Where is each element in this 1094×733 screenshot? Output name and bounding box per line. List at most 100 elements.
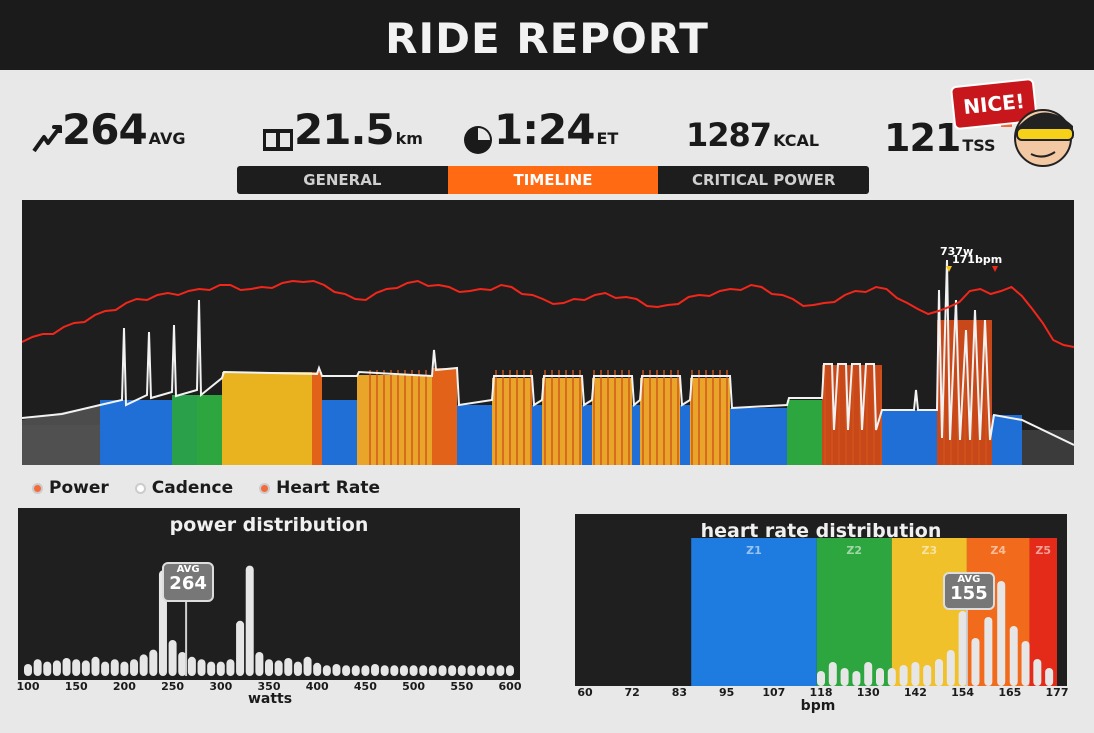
timeline-zone-segment [100,400,172,465]
power-distribution-bar [419,665,428,676]
power-distribution-bar [187,656,196,676]
heart-rate-distribution-ticks: 60 72 83 95 107 118 130 142 154 165 177 [575,686,1068,702]
timeline-power-base [22,405,100,465]
timeline-zone-stripe [607,370,609,465]
timeline-zone-stripe [411,370,413,465]
heart-rate-zone-label: Z5 [1035,544,1051,557]
power-distribution-bar [390,665,399,676]
heart-rate-tick-label: 154 [951,686,975,699]
timeline-zone-segment [690,378,730,465]
timeline-zone-stripe [845,370,847,465]
heart-rate-distribution-bar [899,665,908,686]
power-distribution-bar [101,661,110,676]
timeline-zone-segment [640,378,680,465]
timeline-zone-stripe [558,370,560,465]
legend-power[interactable]: Power [32,478,109,498]
heart-rate-tick-label: 60 [577,686,593,699]
page-title: RIDE REPORT [385,14,709,63]
power-distribution-bar [313,662,322,676]
timeline-zone-stripe [985,370,987,465]
heart-rate-tick-label: 177 [1045,686,1069,699]
legend-cadence[interactable]: Cadence [134,478,234,498]
timeline-zone-stripe [621,370,623,465]
timeline-zone-segment [632,405,640,465]
power-tick-label: 200 [112,680,136,693]
heart-rate-distribution-chart: Z1 Z2 Z3 Z4 Z5 heart rate distribution AVG 1… [575,514,1067,686]
heart-rate-distribution-bar [840,668,849,686]
timeline-zone-segment [592,378,632,465]
timeline-zone-stripe [425,370,427,465]
power-distribution-bar [496,665,505,676]
timeline-zone-stripe [943,370,945,465]
timeline-zone-stripe [495,370,497,465]
timeline-zone-segment [787,400,822,465]
power-tick-label: 450 [353,680,377,693]
legend-heart-rate[interactable]: Heart Rate [259,478,380,498]
legend-cadence-label: Cadence [151,478,234,498]
power-distribution-bar [332,664,341,676]
power-distribution-bar [236,620,245,676]
cadence-toggle-icon [134,482,146,494]
power-tick-label: 400 [305,680,329,693]
heart-rate-zone [891,538,967,686]
timeline-zone-stripe [600,370,602,465]
timeline-zone-segment [322,400,357,465]
heart-rate-distribution-bar [852,671,861,686]
power-distribution-bar [380,665,389,676]
power-distribution-ticks: 100 150 200 250 300 350 400 450 500 550 600 [17,680,522,696]
power-distribution-bar [293,661,302,676]
timeline-zone-segment [432,368,457,465]
peak-power-label: 737w [940,245,973,258]
power-distribution-bar [371,664,380,676]
heart-rate-zone [816,538,892,686]
power-distribution-bar [342,665,351,676]
timeline-zone-stripe [579,370,581,465]
power-distribution-bar [457,665,466,676]
rider-avatar-icon [1014,109,1074,167]
heart-rate-zone-label: Z2 [846,544,862,557]
timeline-zone-segment [730,408,787,465]
heart-rate-avg-value: 155 [950,583,988,604]
power-distribution-bar [207,661,216,676]
power-distribution-bar [33,659,42,676]
tab-timeline[interactable]: TIMELINE [447,166,659,194]
timeline-legend: Power Cadence Heart Rate [32,478,380,498]
power-distribution-bar [91,656,100,676]
power-distribution-bar [139,654,148,676]
power-avg-badge: AVG 264 [162,562,215,602]
timeline-zone-stripe [705,370,707,465]
power-distribution-bar [168,640,177,676]
timeline-zone-stripe [719,370,721,465]
timeline-zone-segment [172,395,197,465]
heart-rate-distribution-bar [1009,626,1018,686]
timeline-zone-stripe [565,370,567,465]
power-distribution-bar [24,664,32,676]
tab-critical-power[interactable]: CRITICAL POWER [691,171,836,189]
stat-tss-value: 121 [884,116,961,160]
tab-general[interactable]: GENERAL [303,171,382,189]
timeline-zone-segment [197,395,222,465]
power-tick-label: 500 [402,680,426,693]
timeline-zone-stripe [964,370,966,465]
power-icon [32,124,62,152]
heart-rate-distribution-bar [1021,641,1030,686]
peak-hr-marker-icon [992,266,998,272]
heart-rate-tick-label: 83 [671,686,688,699]
heart-rate-distribution-bar [817,671,825,686]
timeline-zone-stripe [957,370,959,465]
power-distribution-bar [322,665,331,676]
timeline-zone-stripe [642,370,644,465]
power-distribution-bar [255,652,264,676]
power-distribution-bar [428,665,437,676]
timeline-zone-stripe [880,370,882,465]
heart-rate-distribution-bar [971,638,980,686]
power-tick-label: 550 [450,680,474,693]
heart-rate-distribution-bar [1045,668,1054,686]
stat-distance-value: 21.5 [294,105,395,154]
heart-rate-tick-label: 118 [809,686,833,699]
timeline-chart[interactable]: 737w 171bpm [22,200,1074,465]
power-distribution-bar [506,665,514,676]
timeline-zone-stripe [677,370,679,465]
stat-calories-unit: KCAL [773,131,820,150]
timeline-zone-stripe [852,370,854,465]
